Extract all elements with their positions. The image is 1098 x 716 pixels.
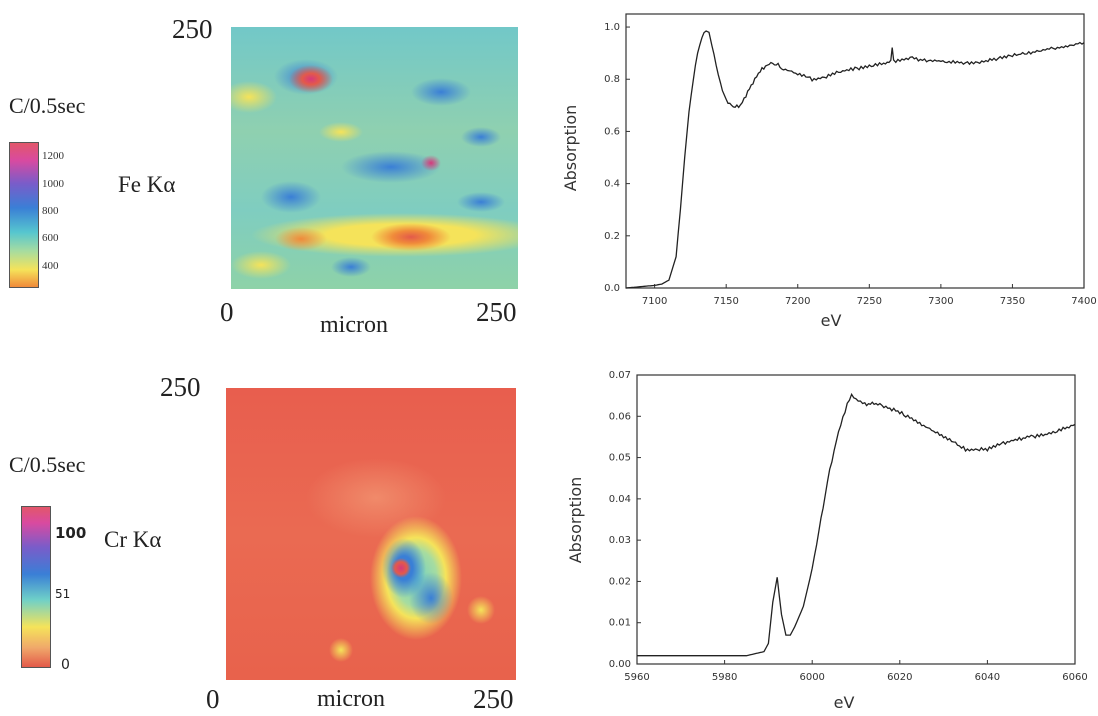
fe-y-tick-label: 0.6 (604, 126, 620, 137)
fe-map-x-axis-label: micron (320, 312, 388, 338)
fe-y-tick-label: 0.4 (604, 179, 620, 190)
cr-y-tick-label: 0.03 (609, 535, 631, 546)
cr-element-label: Cr Kα (104, 527, 162, 552)
cr-y-tick-label: 0.01 (609, 618, 631, 629)
cr-map-x-min-label: 0 (206, 684, 220, 714)
cr-map-y-max-label: 250 (160, 372, 201, 402)
fe-x-tick-label: 7150 (713, 296, 738, 307)
cr-heatmap (226, 388, 516, 680)
fe-colorbar-tick: 600 (42, 232, 59, 244)
fe-series-line (625, 30, 1085, 289)
fe-y-tick-label: 0.0 (604, 283, 620, 294)
fe-colorbar-title: C/0.5sec (9, 93, 86, 118)
fe-colorbar-tick: 1000 (42, 178, 64, 190)
fe-x-tick-label: 7350 (1000, 296, 1025, 307)
fe-element-label: Fe Kα (118, 172, 176, 197)
cr-x-axis-label: eV (834, 693, 855, 712)
fe-map-x-max-label: 250 (476, 297, 517, 327)
fe-colorbar-tick: 1200 (42, 150, 64, 162)
cr-map-x-max-label: 250 (473, 684, 514, 714)
fe-y-tick-label: 0.8 (604, 74, 620, 85)
cr-y-tick-label: 0.00 (609, 659, 631, 670)
cr-colorbar-title: C/0.5sec (9, 452, 86, 477)
fe-y-axis-label: Absorption (561, 105, 580, 192)
fe-y-tick-label: 0.2 (604, 231, 620, 242)
fe-colorbar (9, 142, 39, 288)
fe-x-tick-label: 7200 (785, 296, 810, 307)
fe-map-y-max-label: 250 (172, 14, 213, 44)
fe-colorbar-tick: 800 (42, 205, 59, 217)
cr-y-tick-label: 0.02 (609, 576, 631, 587)
fe-map-x-min-label: 0 (220, 297, 234, 327)
cr-y-tick-label: 0.07 (609, 370, 631, 381)
fe-x-tick-label: 7400 (1071, 296, 1096, 307)
cr-x-tick-label: 5960 (624, 672, 649, 683)
cr-spectrum-chart: Absorption eV 5960 5980 6000 6020 6040 6060 0.… (566, 370, 1088, 712)
cr-colorbar-tick: 51 (55, 587, 71, 601)
fe-x-tick-label: 7250 (857, 296, 882, 307)
cr-x-tick-label: 6060 (1062, 672, 1087, 683)
fe-heatmap (231, 27, 518, 289)
fe-x-tick-label: 7300 (928, 296, 953, 307)
cr-x-tick-label: 5980 (712, 672, 737, 683)
cr-x-tick-label: 6040 (975, 672, 1000, 683)
cr-y-tick-label: 0.04 (609, 494, 631, 505)
cr-colorbar-tick: 100 (55, 524, 87, 542)
cr-colorbar (21, 506, 51, 668)
cr-series-line (637, 392, 1076, 657)
cr-plot-frame (636, 374, 1076, 665)
cr-colorbar-tick: 0 (61, 657, 70, 673)
cr-x-tick-label: 6000 (799, 672, 824, 683)
fe-x-tick-label: 7100 (642, 296, 667, 307)
fe-colorbar-tick: 400 (42, 260, 59, 272)
fe-spectrum-chart: Absorption eV 7100 7150 7200 7250 7300 7350 74… (561, 13, 1097, 330)
fe-x-axis-label: eV (821, 311, 842, 330)
cr-y-tick-label: 0.06 (609, 411, 631, 422)
cr-y-tick-label: 0.05 (609, 453, 631, 464)
cr-map-x-axis-label: micron (317, 686, 385, 712)
fe-y-tick-label: 1.0 (604, 22, 620, 33)
fe-plot-frame (625, 13, 1085, 289)
cr-y-axis-label: Absorption (566, 477, 585, 564)
cr-x-tick-label: 6020 (887, 672, 912, 683)
